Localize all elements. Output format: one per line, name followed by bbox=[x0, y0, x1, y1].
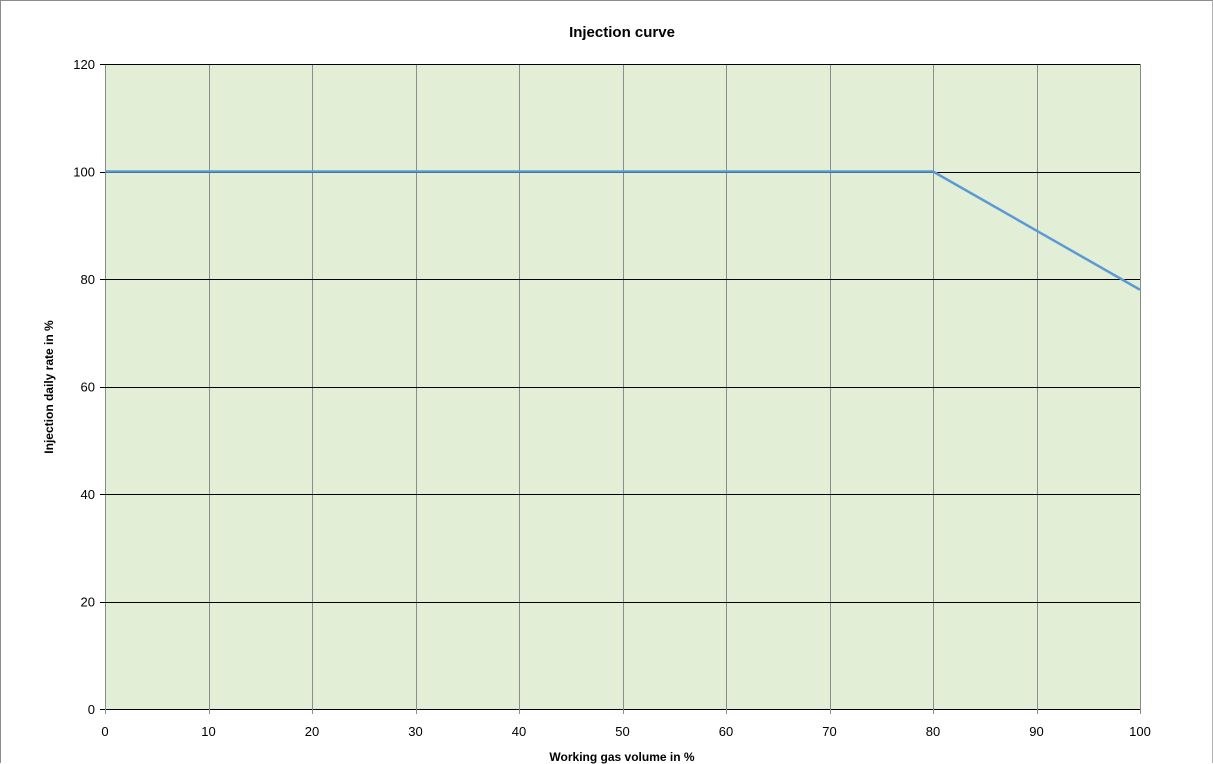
y-axis-label: Injection daily rate in % bbox=[42, 320, 56, 454]
plot-area bbox=[105, 64, 1140, 709]
x-tick-label: 80 bbox=[926, 724, 940, 739]
y-tick-label: 20 bbox=[81, 595, 95, 610]
x-tick-label: 30 bbox=[408, 724, 422, 739]
chart-title: Injection curve bbox=[569, 24, 675, 41]
series-layer bbox=[105, 170, 1141, 291]
plot-background bbox=[105, 64, 1140, 709]
y-tick-labels: 0 20 40 60 80 100 120 bbox=[73, 57, 95, 717]
x-tick-label: 50 bbox=[615, 724, 629, 739]
series-line bbox=[105, 170, 1141, 291]
x-tick-labels: 0 10 20 30 40 50 60 70 80 90 100 bbox=[101, 724, 1150, 739]
y-tick-label: 80 bbox=[81, 272, 95, 287]
x-tick-label: 40 bbox=[512, 724, 526, 739]
y-tick-label: 100 bbox=[73, 165, 95, 180]
x-tick-label: 70 bbox=[822, 724, 836, 739]
x-axis-label: Working gas volume in % bbox=[549, 750, 694, 764]
x-tick-label: 100 bbox=[1129, 724, 1151, 739]
x-tick-label: 20 bbox=[305, 724, 319, 739]
x-tick-label: 90 bbox=[1029, 724, 1043, 739]
x-tick-label: 60 bbox=[719, 724, 733, 739]
y-tick-label: 0 bbox=[88, 702, 95, 717]
x-tick-label: 10 bbox=[201, 724, 215, 739]
y-tick-label: 60 bbox=[81, 380, 95, 395]
x-tick-label: 0 bbox=[101, 724, 108, 739]
y-tick-label: 40 bbox=[81, 487, 95, 502]
y-tick-label: 120 bbox=[73, 57, 95, 72]
